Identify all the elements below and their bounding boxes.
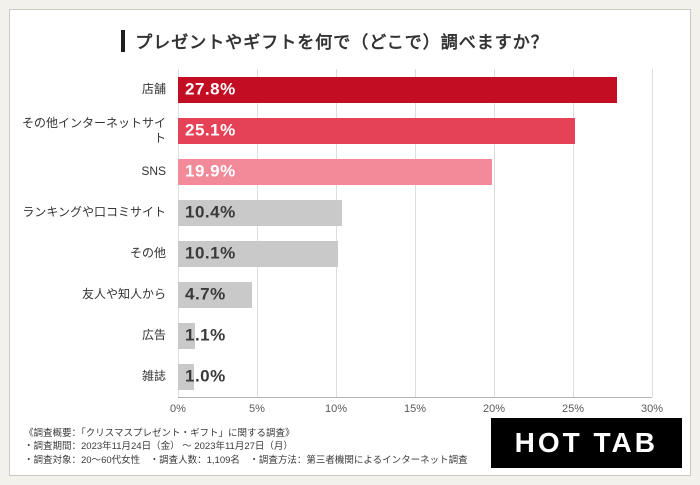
category-label: その他インターネットサイト [21, 116, 166, 145]
x-tick-label: 15% [403, 403, 427, 415]
category-labels: 店舗その他インターネットサイト SNS ランキングや口コミサイトその他友人や知人から… [18, 69, 178, 398]
bar [178, 199, 343, 226]
gridline [335, 69, 337, 397]
value-label: 19.9% [185, 161, 236, 181]
x-tick-label: 30% [640, 403, 664, 415]
category-label: その他 [129, 246, 166, 261]
value-label: 4.7% [185, 284, 226, 304]
value-label: 27.8% [185, 79, 236, 99]
x-tick-label: 20% [482, 403, 505, 415]
bar-chart: 店舗その他インターネットサイト SNS ランキングや口コミサイトその他友人や知人から… [18, 69, 653, 398]
chart-title: プレゼントやギフトを何で（どこで）調べますか？ [135, 33, 549, 52]
bar [178, 322, 196, 349]
value-label: 1.0% [185, 366, 226, 386]
chart-card: プレゼントやギフトを何で（どこで）調べますか？ 店舗その他インターネットサイト S… [9, 9, 691, 476]
value-label: 10.1% [185, 243, 236, 263]
category-label: 広告 [141, 328, 166, 343]
bar [178, 117, 575, 144]
value-label: 1.1% [185, 325, 226, 345]
bar [178, 281, 253, 308]
gridline [493, 69, 495, 397]
gridline [415, 69, 416, 397]
hottab-logo: HOT TAB [490, 418, 682, 468]
footer-line-1: 《調査概要：「クリスマスプレゼント・ギフト」に関する調査》 [24, 428, 295, 440]
value-label: 25.1% [185, 120, 236, 140]
bar-row: 10.1% [178, 233, 652, 274]
bar-row: 25.1% [178, 110, 652, 151]
chart-title-row: プレゼントやギフトを何で（どこで）調べますか？ [18, 28, 652, 53]
x-axis-ticks: 0% 5% 10% 15% 20% 25% 30% [170, 398, 663, 418]
bar-row: 10.4% [178, 192, 652, 233]
category-label: 店舗 [141, 82, 166, 97]
x-tick-label: 10% [324, 403, 347, 415]
gridline [178, 69, 179, 397]
bar-row: 1.1% [178, 315, 652, 356]
bar [178, 76, 618, 103]
category-label: ランキングや口コミサイト [22, 205, 166, 220]
gridline [652, 69, 653, 397]
x-tick-label: 25% [561, 403, 585, 415]
x-tick-label: 0% [170, 403, 186, 415]
title-accent-bar [121, 29, 126, 52]
bar-row: 27.8% [178, 69, 652, 110]
footer-line-2: ・調査期間：2023年11月24日（金） ～ 2023年11月27日（月） [24, 441, 293, 453]
x-axis: 0% 5% 10% 15% 20% 25% 30% [18, 398, 663, 418]
gridline [256, 69, 258, 397]
survey-footer: 《調査概要：「クリスマスプレゼント・ギフト」に関する調査》 ・調査期間：2023… [24, 427, 468, 467]
bar [178, 158, 493, 185]
bar [178, 240, 338, 267]
gridline [573, 69, 574, 397]
bar-row: 1.0% [178, 356, 652, 397]
bar-row: 4.7% [178, 274, 652, 315]
category-label: SNS [141, 164, 166, 179]
plot-area: 27.8% 25.1% 19.9% 10.4% 10.1% 4.7% 1.1% 1.0% [178, 69, 653, 398]
value-label: 10.4% [185, 202, 236, 222]
hottab-logo-text: HOT TAB [514, 427, 658, 458]
bar [178, 363, 194, 390]
category-label: 雑誌 [141, 369, 166, 384]
footer-line-3: ・調査対象：20～60代女性 ・調査人数：1,109名 ・調査方法：第三者機関に… [24, 454, 468, 466]
category-label: 友人や知人から [81, 287, 166, 302]
x-tick-label: 5% [249, 403, 265, 415]
x-axis-spacer [18, 398, 178, 418]
bar-row: 19.9% [178, 151, 652, 192]
